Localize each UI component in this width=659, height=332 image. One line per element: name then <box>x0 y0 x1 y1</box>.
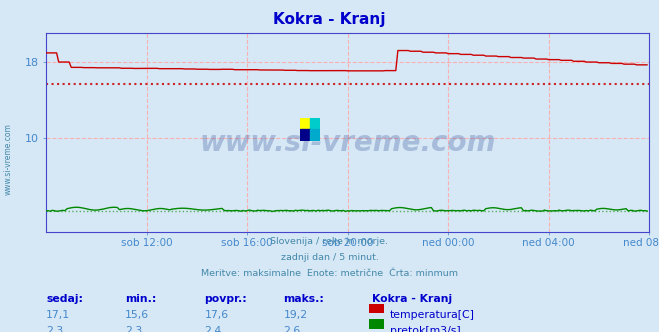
Text: www.si-vreme.com: www.si-vreme.com <box>200 129 496 157</box>
Text: www.si-vreme.com: www.si-vreme.com <box>3 124 13 195</box>
Text: Kokra - Kranj: Kokra - Kranj <box>273 12 386 27</box>
Bar <box>300 129 310 141</box>
Bar <box>300 118 310 129</box>
Bar <box>310 129 320 141</box>
Text: 2,3: 2,3 <box>125 326 142 332</box>
Text: 15,6: 15,6 <box>125 310 150 320</box>
Text: 19,2: 19,2 <box>283 310 308 320</box>
Text: temperatura[C]: temperatura[C] <box>390 310 475 320</box>
Text: Slovenija / reke in morje.: Slovenija / reke in morje. <box>270 237 389 246</box>
Text: Kokra - Kranj: Kokra - Kranj <box>372 294 453 304</box>
Text: pretok[m3/s]: pretok[m3/s] <box>390 326 461 332</box>
Text: 2,6: 2,6 <box>283 326 301 332</box>
Text: Meritve: maksimalne  Enote: metrične  Črta: minmum: Meritve: maksimalne Enote: metrične Črta… <box>201 269 458 278</box>
Text: zadnji dan / 5 minut.: zadnji dan / 5 minut. <box>281 253 378 262</box>
Text: povpr.:: povpr.: <box>204 294 247 304</box>
Text: 2,3: 2,3 <box>46 326 63 332</box>
Text: 17,1: 17,1 <box>46 310 71 320</box>
Text: 2,4: 2,4 <box>204 326 221 332</box>
Text: min.:: min.: <box>125 294 157 304</box>
Text: 17,6: 17,6 <box>204 310 229 320</box>
Text: maks.:: maks.: <box>283 294 324 304</box>
Bar <box>310 118 320 129</box>
Text: sedaj:: sedaj: <box>46 294 83 304</box>
